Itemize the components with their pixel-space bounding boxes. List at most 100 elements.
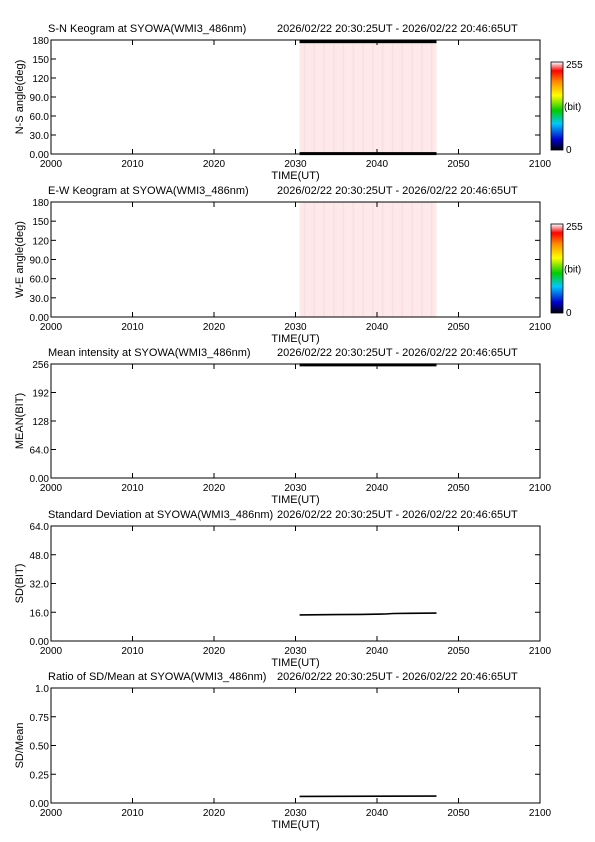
y-tick-label: 90.0 <box>30 93 50 104</box>
x-tick-label: 2000 <box>40 483 63 494</box>
y-tick-label: 32.0 <box>30 580 50 591</box>
x-tick-label: 2000 <box>40 322 63 333</box>
y-tick-label: 0.00 <box>30 637 50 648</box>
y-axis-label: MEAN(BIT) <box>14 393 26 449</box>
x-tick-label: 2040 <box>366 483 389 494</box>
chart-title: Standard Deviation at SYOWA(WMI3_486nm) <box>48 509 273 521</box>
y-tick-label: 0.00 <box>30 150 50 161</box>
colorbar-max-label: 255 <box>566 222 583 233</box>
plot-frame <box>50 39 541 155</box>
y-tick-label: 30.0 <box>30 131 50 142</box>
x-tick-label: 2000 <box>40 808 63 819</box>
chart-time-range: 2026/02/22 20:30:25UT - 2026/02/22 20:46… <box>277 509 518 521</box>
x-tick-label: 2050 <box>447 483 470 494</box>
y-tick-label: 128 <box>32 417 49 428</box>
y-tick-label: 90.0 <box>30 256 50 267</box>
chart-panel-4: 2000 2010 2020 2030 2040 2050 2100 0.00 16.0 32.0… <box>14 509 552 669</box>
x-tick-label: 2010 <box>121 646 144 657</box>
x-axis-label: TIME(UT) <box>271 819 319 831</box>
y-tick-label: 192 <box>32 389 49 400</box>
y-axis-label: SD(BIT) <box>14 564 26 604</box>
x-tick-label: 2100 <box>529 808 552 819</box>
y-tick-label: 48.0 <box>30 551 50 562</box>
x-tick-label: 2030 <box>284 159 307 170</box>
y-tick-label: 120 <box>32 74 49 85</box>
x-axis-label: TIME(UT) <box>271 333 319 345</box>
y-tick-label: 0.75 <box>30 713 50 724</box>
x-tick-label: 2010 <box>121 322 144 333</box>
x-axis-label: TIME(UT) <box>271 170 319 182</box>
x-tick-label: 2050 <box>447 646 470 657</box>
y-tick-label: 0.25 <box>30 770 50 781</box>
chart-panel-1: 255 (bit) 0 2000 2010 2020 2030 2040 2050 2100 0.0… <box>14 23 583 182</box>
chart-time-range: 2026/02/22 20:30:25UT - 2026/02/22 20:46… <box>277 185 518 197</box>
keogram-image <box>299 202 437 317</box>
x-tick-label: 2100 <box>529 483 552 494</box>
x-tick-label: 2030 <box>284 483 307 494</box>
x-tick-label: 2000 <box>40 646 63 657</box>
y-tick-label: 256 <box>32 360 49 371</box>
plot-frame <box>50 687 541 804</box>
chart-title: E-W Keogram at SYOWA(WMI3_486nm) <box>48 185 249 197</box>
x-tick-label: 2040 <box>366 646 389 657</box>
y-tick-label: 180 <box>32 36 49 47</box>
y-tick-label: 0.50 <box>30 742 50 753</box>
y-tick-label: 0.00 <box>30 799 50 810</box>
colorbar-max-label: 255 <box>566 60 583 71</box>
colorbar-min-label: 0 <box>566 308 572 319</box>
colorbar <box>550 223 564 314</box>
x-tick-label: 2100 <box>529 159 552 170</box>
x-tick-label: 2100 <box>529 322 552 333</box>
y-tick-label: 64.0 <box>30 522 50 533</box>
x-tick-label: 2030 <box>284 322 307 333</box>
y-tick-label: 60.0 <box>30 275 50 286</box>
x-tick-label: 2040 <box>366 322 389 333</box>
x-tick-label: 2020 <box>203 159 226 170</box>
y-axis-label: SD/Mean <box>14 723 26 769</box>
y-tick-label: 0.00 <box>30 474 50 485</box>
y-axis-label: W-E angle(deg) <box>14 221 26 298</box>
y-tick-label: 0.00 <box>30 313 50 324</box>
keogram-image <box>299 40 437 154</box>
series-line <box>299 612 437 616</box>
y-tick-label: 180 <box>32 198 49 209</box>
colorbar <box>550 61 564 151</box>
x-tick-label: 2010 <box>121 483 144 494</box>
y-tick-label: 120 <box>32 236 49 247</box>
y-tick-label: 60.0 <box>30 112 50 123</box>
x-tick-label: 2050 <box>447 159 470 170</box>
chart-time-range: 2026/02/22 20:30:25UT - 2026/02/22 20:46… <box>277 347 518 359</box>
x-tick-label: 2020 <box>203 322 226 333</box>
colorbar-min-label: 0 <box>566 145 572 156</box>
x-tick-label: 2050 <box>447 322 470 333</box>
y-tick-label: 16.0 <box>30 608 50 619</box>
plot-frame <box>50 201 541 318</box>
plot-frame <box>50 363 541 479</box>
y-tick-label: 150 <box>32 55 49 66</box>
x-axis-label: TIME(UT) <box>271 657 319 669</box>
chart-time-range: 2026/02/22 20:30:25UT - 2026/02/22 20:46… <box>277 23 518 35</box>
x-tick-label: 2000 <box>40 159 63 170</box>
y-tick-label: 30.0 <box>30 294 50 305</box>
x-tick-label: 2020 <box>203 646 226 657</box>
y-axis-label: N-S angle(deg) <box>14 60 26 135</box>
colorbar-unit-label: (bit) <box>564 265 581 276</box>
x-tick-label: 2050 <box>447 808 470 819</box>
x-tick-label: 2010 <box>121 159 144 170</box>
keogram-dark-band <box>299 40 437 44</box>
y-tick-label: 64.0 <box>30 446 50 457</box>
x-tick-label: 2020 <box>203 808 226 819</box>
x-tick-label: 2010 <box>121 808 144 819</box>
chart-panel-3: 2000 2010 2020 2030 2040 2050 2100 0.00 64.0 128 1… <box>14 347 552 506</box>
x-tick-label: 2030 <box>284 646 307 657</box>
chart-time-range: 2026/02/22 20:30:25UT - 2026/02/22 20:46… <box>277 671 518 683</box>
plot-frame <box>50 525 541 642</box>
colorbar-unit-label: (bit) <box>564 102 581 113</box>
chart-title: S-N Keogram at SYOWA(WMI3_486nm) <box>48 23 246 35</box>
x-tick-label: 2020 <box>203 483 226 494</box>
x-axis-label: TIME(UT) <box>271 494 319 506</box>
x-tick-label: 2040 <box>366 808 389 819</box>
chart-panel-5: 2000 2010 2020 2030 2040 2050 2100 0.00 0.25 0.50… <box>14 671 552 831</box>
y-tick-label: 150 <box>32 217 49 228</box>
